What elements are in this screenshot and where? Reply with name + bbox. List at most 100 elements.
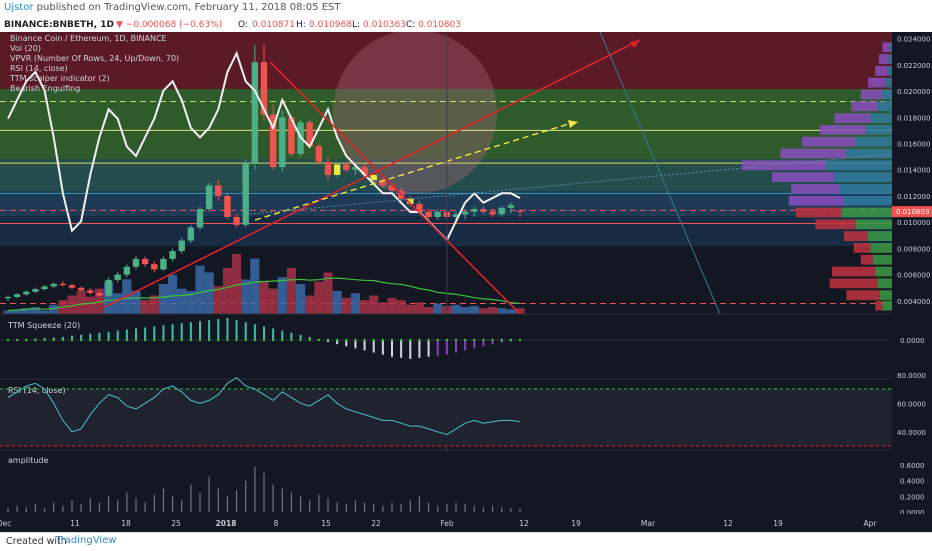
amp-pane-bg	[0, 451, 892, 514]
candle-body	[59, 283, 67, 286]
candle-body	[105, 279, 112, 296]
squeeze-dot	[399, 338, 403, 342]
time-tick: Dec	[0, 519, 11, 528]
candle-body	[77, 287, 85, 291]
vpvr-up	[870, 113, 892, 123]
amp-tick: 0.0000	[900, 509, 925, 517]
squeeze-dot	[189, 338, 193, 342]
trendline-dotted	[249, 153, 893, 215]
vpvr-up	[882, 300, 892, 311]
squeeze-dot	[217, 338, 220, 342]
squeeze-dot	[463, 338, 467, 342]
candle-body	[498, 207, 505, 215]
squeeze-dot	[290, 338, 293, 342]
squeeze-dot	[363, 338, 366, 342]
price-axis-bg	[892, 32, 932, 532]
squeeze-dot	[262, 338, 266, 342]
tradingview-logo[interactable]: TradingView	[56, 535, 117, 546]
vpvr-down	[832, 266, 876, 277]
squeeze-bar	[162, 325, 165, 340]
volume-bar	[405, 304, 415, 314]
rsi-label: RSI (14, close)	[8, 386, 66, 395]
publish-info: published on TradingView.com, February 1…	[36, 2, 341, 13]
squeeze-bar	[372, 340, 375, 353]
vpvr-down	[875, 65, 888, 76]
vpvr-down	[846, 290, 880, 301]
squeeze-bar	[363, 340, 366, 351]
zone-red-top	[0, 32, 892, 89]
volume-bar	[67, 295, 77, 314]
squeeze-bar	[491, 340, 494, 345]
chart-area[interactable]: Binance Coin / Ethereum, 1D, BINANCE Vol…	[0, 30, 932, 532]
high-value: 0.010968	[309, 20, 352, 30]
amp-tick: 0.2000	[900, 493, 925, 501]
rsi-axis: 80.0000 60.0000 40.0000	[897, 372, 926, 437]
candle-body	[352, 167, 359, 170]
author-link[interactable]: Ujstor	[4, 2, 34, 13]
trendline-down[interactable]	[269, 61, 521, 315]
candle-body	[68, 285, 76, 288]
squeeze-dot	[281, 338, 284, 342]
volume-bar	[332, 290, 342, 314]
legend-item-2: VPVR (Number Of Rows, 24, Up/Down, 70)	[10, 54, 179, 63]
vpvr-up	[870, 243, 892, 253]
vpvr-down	[796, 207, 842, 218]
squeeze-bar	[180, 323, 183, 340]
vpvr-down	[829, 278, 878, 289]
time-tick: 19	[773, 519, 783, 528]
volume-bar	[213, 286, 223, 314]
squeeze-dot	[381, 338, 385, 342]
squeeze-bar	[189, 322, 192, 340]
candle-body	[160, 258, 167, 270]
price-tick: 0.004000	[897, 298, 930, 306]
volume-bar	[323, 272, 333, 314]
candle-body	[205, 185, 213, 210]
squeeze-dot	[143, 338, 147, 342]
zone-blue-low	[0, 216, 892, 246]
current-price-box	[892, 206, 932, 218]
chart-svg[interactable]: Binance Coin / Ethereum, 1D, BINANCE Vol…	[0, 30, 932, 532]
squeeze-dot	[244, 338, 247, 342]
price-tick: 0.024000	[897, 36, 930, 44]
price-tick: 0.022000	[897, 62, 930, 70]
squeeze-dot	[500, 338, 503, 342]
candle-body	[407, 198, 414, 204]
volume-bar	[177, 288, 187, 314]
vpvr-down	[860, 89, 883, 100]
amp-label: amplitude	[8, 456, 49, 465]
squeeze-dot	[162, 338, 165, 342]
squeeze-dot	[509, 338, 513, 342]
x-axis-bg	[0, 514, 932, 532]
squeeze-dot	[198, 338, 202, 342]
squeeze-dot	[43, 338, 46, 342]
vpvr-down	[772, 172, 835, 182]
volume-bar	[387, 297, 397, 314]
squeeze-bar	[263, 326, 265, 340]
vpvr-down	[860, 254, 873, 265]
volume-bar	[414, 302, 424, 314]
vpvr-up	[884, 77, 892, 88]
price-tick: 0.014000	[897, 167, 930, 175]
squeeze-dot	[390, 338, 394, 342]
volume-bar	[478, 308, 488, 314]
zone-green-mid	[0, 89, 892, 159]
legend-item-5: Bearish Engulfing	[10, 84, 80, 93]
price-tick: 0.006000	[897, 272, 930, 280]
trendline-up[interactable]	[104, 39, 641, 308]
squeeze-dot	[427, 338, 430, 342]
squeeze-dot	[491, 338, 494, 342]
legend: Binance Coin / Ethereum, 1D, BINANCE Vol…	[9, 34, 179, 93]
candle-body	[96, 293, 103, 296]
candle-body	[516, 210, 524, 212]
vpvr-down	[815, 219, 856, 230]
price-tick: 0.012000	[897, 193, 930, 201]
candle-body	[151, 264, 158, 270]
squeeze-dot	[271, 338, 275, 342]
squeeze-bar	[244, 322, 247, 340]
squeeze-bar	[208, 320, 211, 340]
close-value: 0.010803	[418, 20, 461, 30]
squeeze-axis: 0.0000	[900, 337, 925, 345]
candle-body	[178, 240, 185, 252]
trendline-dashed[interactable]	[254, 121, 576, 221]
volume-bar	[21, 308, 31, 314]
